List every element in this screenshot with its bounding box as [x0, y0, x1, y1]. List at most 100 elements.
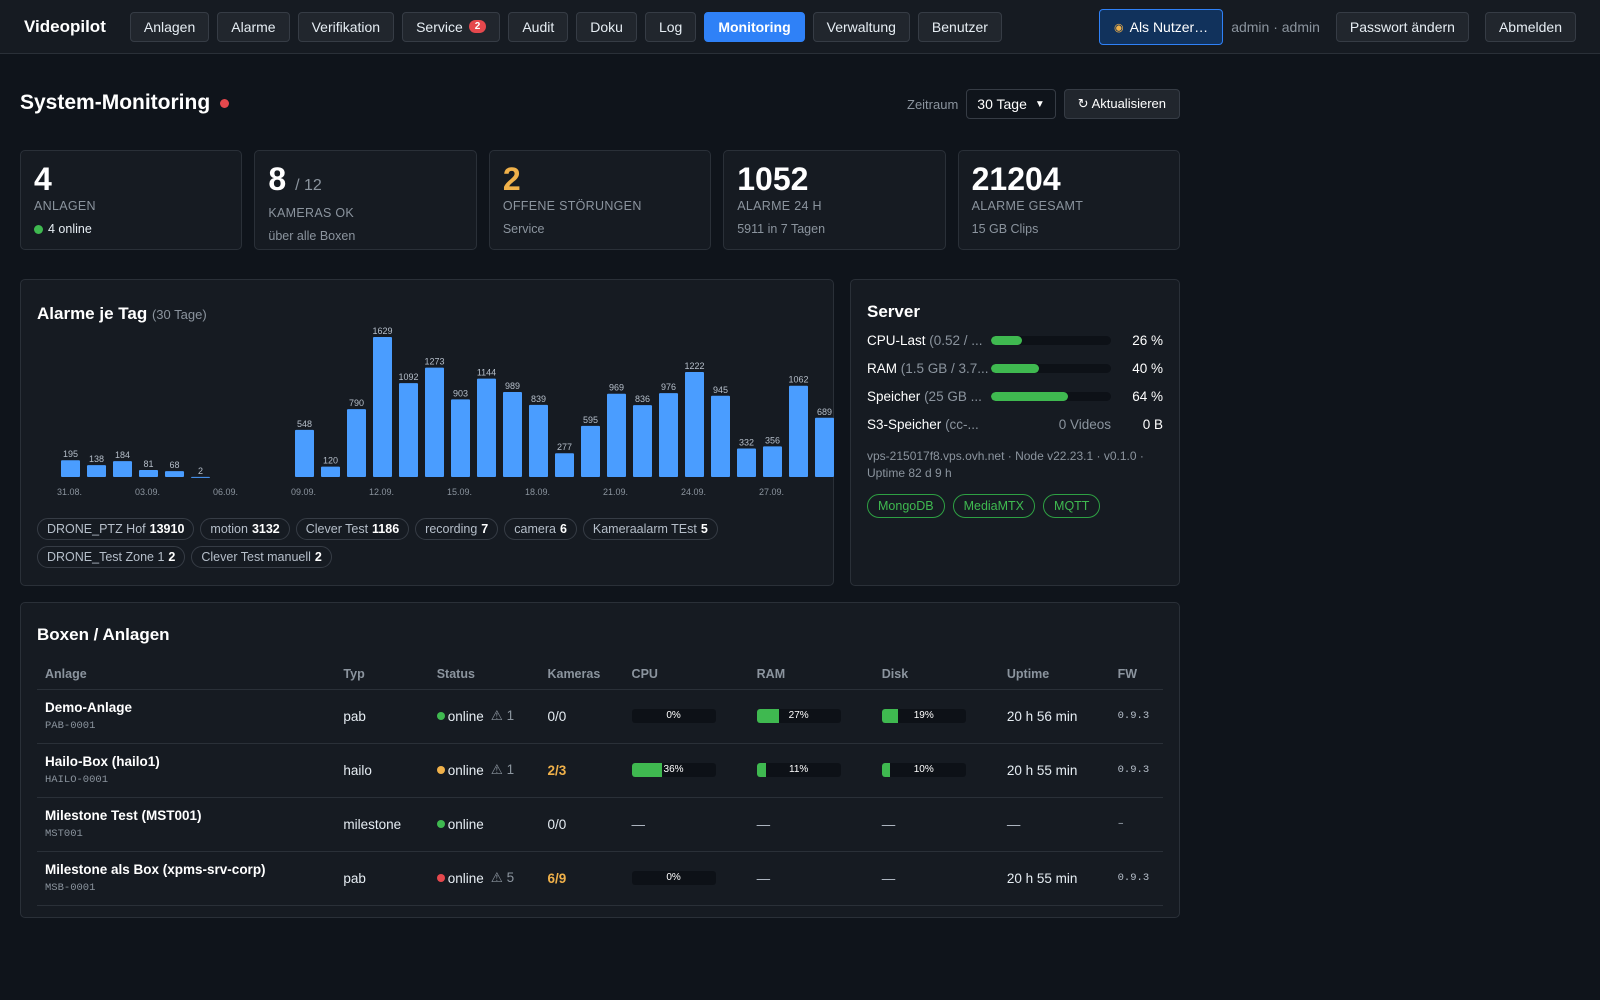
- nav-audit[interactable]: Audit: [508, 11, 569, 42]
- table-row[interactable]: Milestone Test (MST001) MST001 milestone on…: [37, 797, 1163, 852]
- nav-verifikation[interactable]: Verifikation: [297, 11, 395, 42]
- period-select[interactable]: 30 Tage ▼: [966, 89, 1056, 119]
- warning-count: ⚠ 1: [490, 708, 515, 723]
- column-header[interactable]: Anlage: [37, 659, 336, 690]
- kpi-label: Anlagen: [34, 199, 96, 213]
- status-dot-icon: [220, 98, 230, 108]
- usage-bar: 27%: [756, 709, 841, 723]
- table-row[interactable]: Demo-Anlage PAB-0001 pab online ⚠ 1 0/0 0% 27% 1…: [37, 689, 1163, 744]
- alarm-chip[interactable]: Clever Test manuell 2: [191, 546, 332, 568]
- column-header[interactable]: Uptime: [998, 659, 1110, 690]
- chart-bar: [789, 385, 808, 477]
- chart-bar: [659, 393, 678, 477]
- metric-name: Speicher: [867, 388, 921, 404]
- nav-alarme[interactable]: Alarme: [217, 11, 290, 42]
- kpi-sub: 15 GB Clips: [971, 222, 1039, 236]
- s3-size: 0 B: [1142, 416, 1163, 432]
- nav-monitoring[interactable]: Monitoring: [704, 11, 805, 42]
- kpi-sub-wrap: 5911 in 7 Tagen: [737, 222, 931, 236]
- chart-data-label: 945: [713, 385, 728, 395]
- anlage-name[interactable]: Milestone Test (MST001): [45, 808, 202, 823]
- refresh-button[interactable]: ↻ Aktualisieren: [1063, 89, 1180, 119]
- as-user-button[interactable]: ◉ Als Nutzer…: [1099, 9, 1224, 45]
- alarm-chip[interactable]: DRONE_PTZ Hof 13910: [37, 518, 195, 540]
- kpi-value-wrap: 8 / 12: [268, 161, 462, 204]
- alarm-chip[interactable]: Kameraalarm TEst 5: [582, 518, 718, 540]
- nav-doku[interactable]: Doku: [576, 11, 637, 42]
- service-badge: MongoDB: [867, 494, 945, 518]
- column-header[interactable]: Disk: [873, 659, 999, 690]
- cell-cpu: 0%: [623, 851, 749, 906]
- chart-bar: [347, 409, 366, 477]
- chart-data-label: 2: [198, 466, 203, 476]
- alarm-chip[interactable]: Clever Test 1186: [295, 518, 410, 540]
- anlage-code: MST001: [45, 828, 83, 840]
- chart-tick-label: 31.08.: [57, 487, 82, 497]
- chart-data-label: 356: [765, 435, 780, 445]
- nav-label: Anlagen: [143, 18, 196, 35]
- s3-videos: 0 Videos: [1058, 416, 1111, 432]
- kpi-sub-wrap: über alle Boxen: [268, 229, 462, 243]
- nav-log[interactable]: Log: [644, 11, 697, 42]
- alarm-chip[interactable]: recording 7: [415, 518, 499, 540]
- usage-bar: 0%: [631, 709, 716, 723]
- server-metric-row: RAM (1.5 GB / 3.7... 40 %: [867, 354, 1163, 382]
- column-header[interactable]: Typ: [335, 659, 429, 690]
- chart-bar: [451, 399, 470, 477]
- column-header[interactable]: RAM: [748, 659, 874, 690]
- anlage-name[interactable]: Hailo-Box (hailo1): [45, 754, 160, 769]
- table-row[interactable]: Milestone als Box (xpms-srv-corp) MSB-000…: [37, 851, 1163, 906]
- chart-data-label: 903: [453, 388, 468, 398]
- nav-label: Verwaltung: [826, 18, 896, 35]
- chip-name: DRONE_PTZ Hof: [47, 522, 146, 536]
- column-header[interactable]: FW: [1109, 659, 1163, 690]
- column-header[interactable]: Status: [428, 659, 540, 690]
- chart-data-label: 68: [169, 460, 179, 470]
- kpi-card: 8 / 12 Kameras OK über alle Boxen: [254, 150, 477, 250]
- logout-button[interactable]: Abmelden: [1484, 12, 1576, 42]
- change-password-button[interactable]: Passwort ändern: [1335, 12, 1469, 42]
- column-header[interactable]: Kameras: [539, 659, 624, 690]
- nav-label: Audit: [522, 18, 555, 35]
- anlage-name[interactable]: Milestone als Box (xpms-srv-corp): [45, 862, 266, 877]
- alarm-type-chips: DRONE_PTZ Hof 13910 motion 3132 Clever Test 1…: [37, 518, 817, 568]
- nav-service[interactable]: Service 2: [402, 11, 501, 42]
- nav-anlagen[interactable]: Anlagen: [129, 11, 210, 42]
- alarm-chip[interactable]: motion 3132: [200, 518, 290, 540]
- table-row[interactable]: Hailo-Box (hailo1) HAILO-0001 hailo online ⚠…: [37, 743, 1163, 798]
- usage-text: 0%: [666, 872, 681, 883]
- server-meta: vps-215017f8.vps.ovh.net · Node v22.23.1…: [867, 449, 1144, 480]
- chart-data-label: 548: [297, 419, 312, 429]
- chip-name: motion: [210, 522, 248, 536]
- kpi-card: 21204 Alarme gesamt 15 GB Clips: [957, 150, 1181, 250]
- table-body: Demo-Anlage PAB-0001 pab online ⚠ 1 0/0 0% 27% 1…: [37, 689, 1163, 906]
- kpi-value-wrap: 2: [503, 161, 697, 197]
- chip-count: 3132: [251, 522, 280, 536]
- metric-bar-fill: [991, 363, 1039, 373]
- cell-ram: 11%: [748, 743, 874, 798]
- chip-count: 5: [700, 522, 708, 536]
- column-header[interactable]: CPU: [623, 659, 749, 690]
- anlage-name[interactable]: Demo-Anlage: [45, 700, 133, 715]
- cell-uptime: 20 h 55 min: [998, 743, 1110, 798]
- anlage-code: HAILO-0001: [45, 774, 109, 786]
- kpi-card: 2 Offene Störungen Service: [488, 150, 712, 250]
- nav-verwaltung[interactable]: Verwaltung: [812, 11, 910, 42]
- usage-bar: 10%: [881, 763, 966, 777]
- chip-name: Clever Test manuell: [201, 550, 311, 564]
- chart-bar: [685, 371, 704, 477]
- nav-benutzer[interactable]: Benutzer: [917, 11, 1002, 42]
- brand-logo[interactable]: Videopilot: [24, 16, 106, 36]
- status-text: online: [447, 708, 484, 724]
- alarm-chip[interactable]: camera 6: [504, 518, 577, 540]
- chart-bar: [87, 465, 106, 477]
- cell-disk: —: [873, 851, 999, 906]
- warning-count: ⚠ 1: [490, 762, 515, 777]
- anlage-code: MSB-0001: [45, 882, 96, 894]
- metric-bar: [991, 391, 1111, 401]
- service-badge: MediaMTX: [952, 494, 1036, 518]
- kpi-denominator: / 12: [295, 177, 322, 194]
- cell-uptime: —: [998, 797, 1110, 852]
- cell-cpu: 0%: [623, 689, 749, 744]
